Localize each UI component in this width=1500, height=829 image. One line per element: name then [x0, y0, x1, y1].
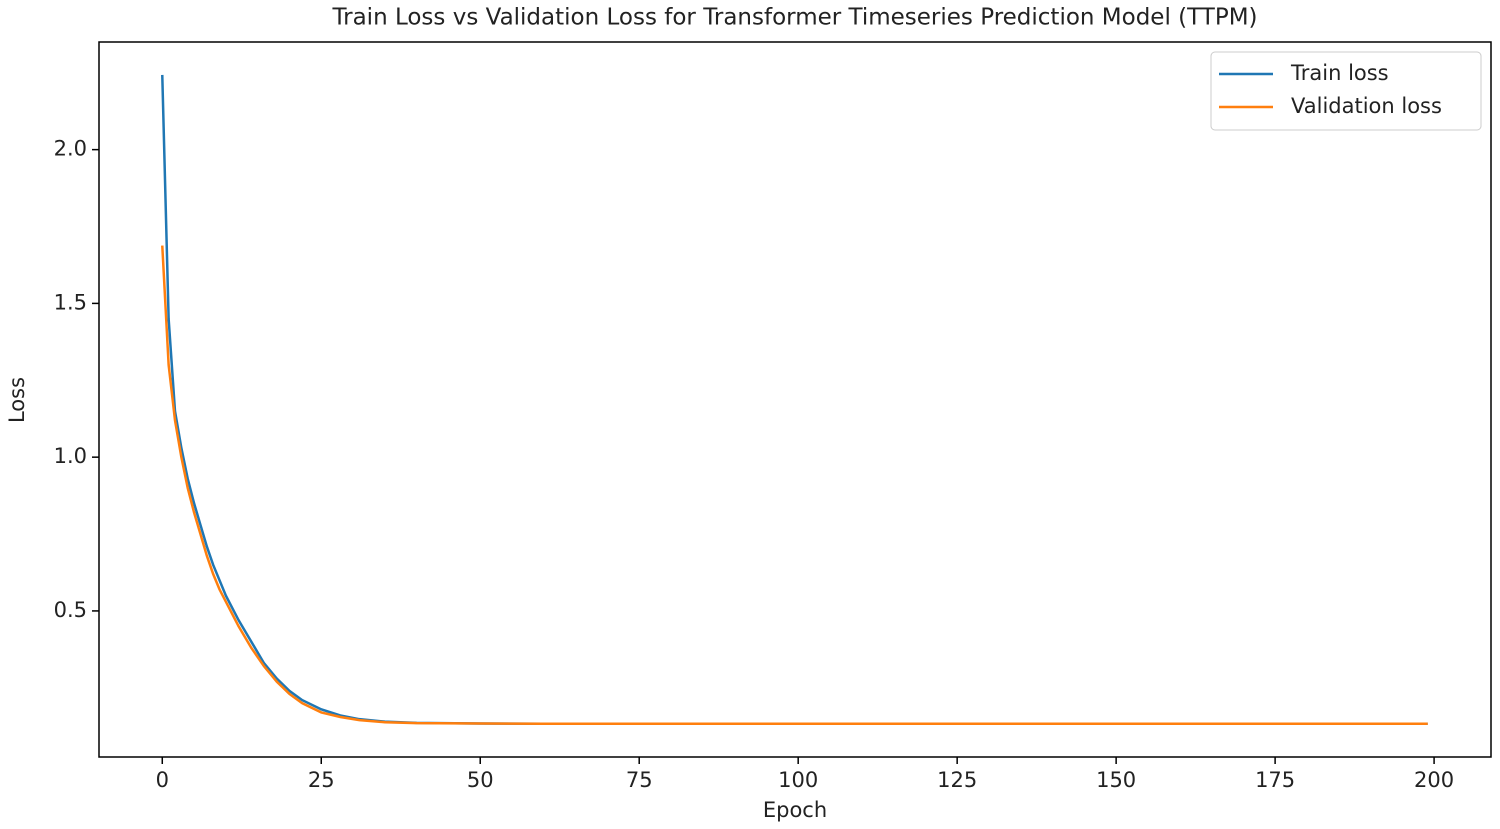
legend-label: Validation loss: [1291, 94, 1442, 118]
x-tick-label: 75: [626, 768, 653, 792]
y-tick-label: 0.5: [54, 598, 87, 622]
series-line: [161, 245, 1428, 726]
plot-frame: [98, 41, 1492, 758]
series-line: [161, 74, 1428, 726]
x-tick-label: 150: [1096, 768, 1136, 792]
x-tick-label: 25: [308, 768, 335, 792]
legend-label: Train loss: [1290, 61, 1389, 85]
x-tick-label: 125: [937, 768, 977, 792]
x-axis-label: Epoch: [763, 798, 827, 822]
y-tick-label: 2.0: [54, 137, 87, 161]
x-tick-label: 50: [467, 768, 494, 792]
y-tick-label: 1.5: [54, 290, 87, 314]
y-tick-label: 1.0: [54, 444, 87, 468]
chart-title: Train Loss vs Validation Loss for Transf…: [331, 5, 1257, 31]
x-tick-label: 100: [778, 768, 818, 792]
x-tick-label: 200: [1414, 768, 1454, 792]
x-tick-label: 175: [1255, 768, 1295, 792]
x-tick-label: 0: [156, 768, 169, 792]
y-axis-label: Loss: [5, 377, 29, 423]
legend-box: [1210, 51, 1482, 131]
